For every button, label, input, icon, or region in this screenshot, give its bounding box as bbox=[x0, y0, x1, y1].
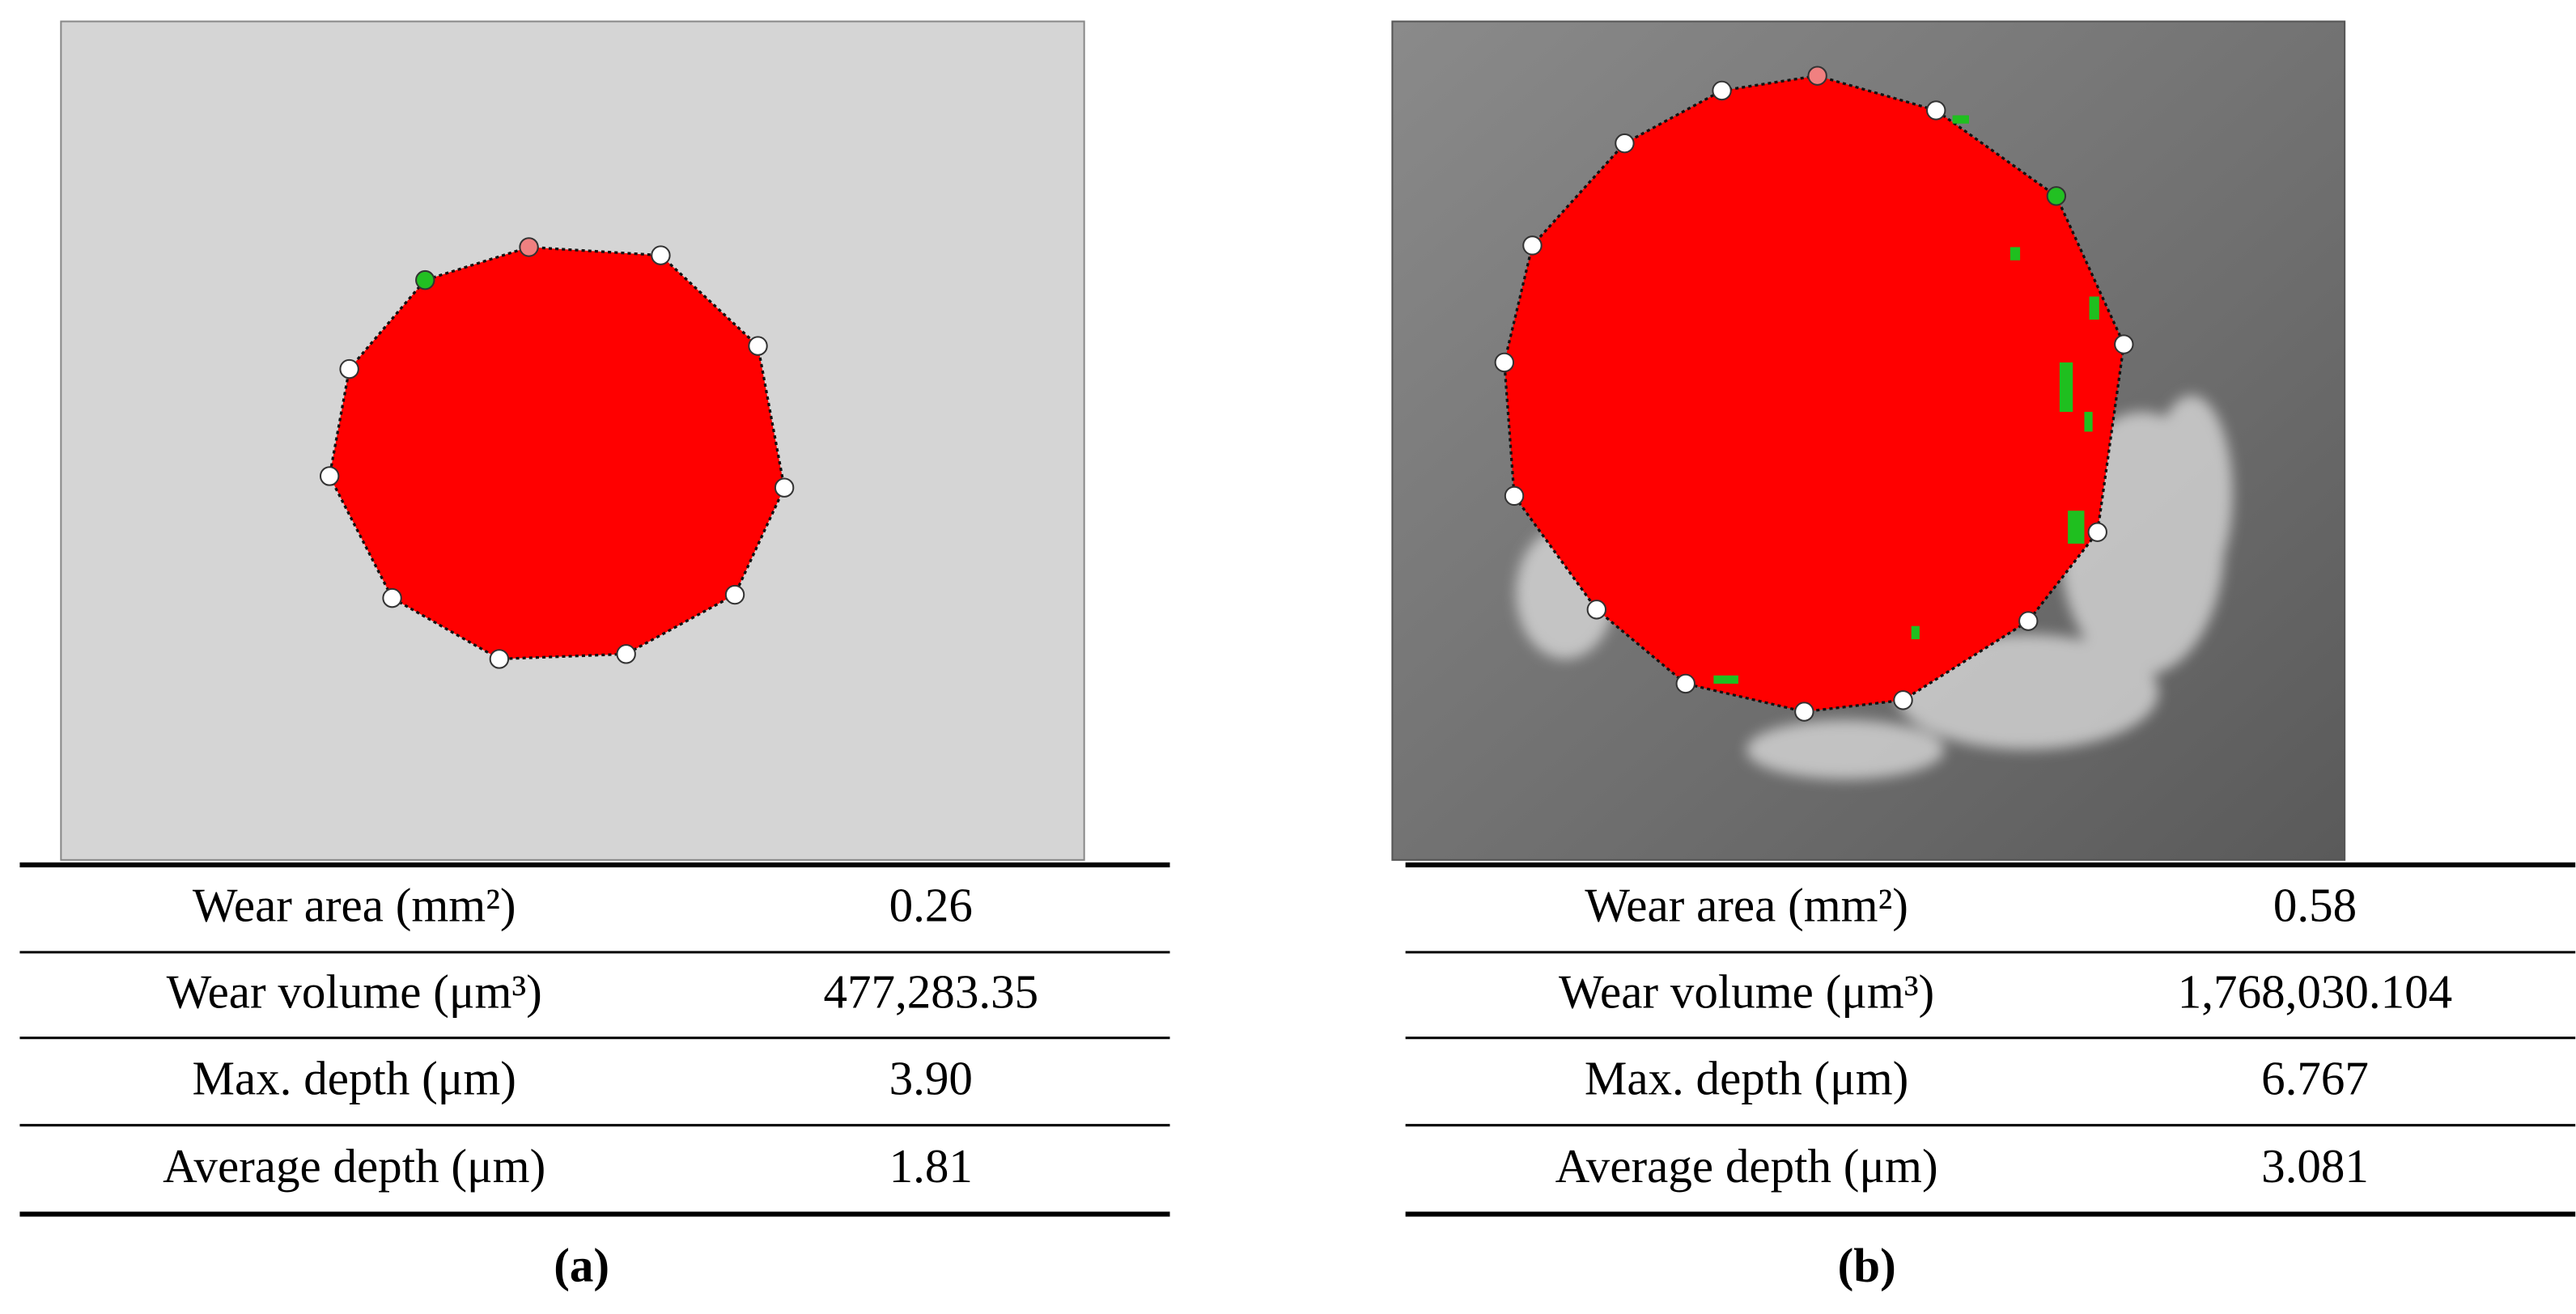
row-label: Average depth (μm) bbox=[163, 1139, 545, 1193]
row-value: 6.767 bbox=[2261, 1051, 2369, 1104]
control-point bbox=[1712, 80, 1732, 101]
control-point bbox=[774, 477, 795, 498]
control-point bbox=[2114, 334, 2134, 354]
wear-debris bbox=[1516, 395, 2233, 780]
row-label: Wear area (mm²) bbox=[193, 878, 516, 931]
green-speck bbox=[1952, 115, 1969, 124]
control-point bbox=[748, 336, 768, 356]
control-point bbox=[339, 358, 359, 379]
control-point bbox=[1494, 352, 1515, 373]
row-label: Wear area (mm²) bbox=[1585, 878, 1908, 931]
control-point bbox=[1926, 100, 1946, 121]
green-speck bbox=[1713, 675, 1738, 684]
green-speck bbox=[1911, 625, 1920, 640]
control-point bbox=[1586, 600, 1607, 620]
green-speck bbox=[2068, 511, 2085, 544]
control-point bbox=[651, 245, 671, 265]
green-speck bbox=[2089, 296, 2099, 320]
row-label: Max. depth (μm) bbox=[1585, 1051, 1908, 1104]
control-point bbox=[1522, 235, 1543, 256]
control-point bbox=[616, 644, 636, 664]
control-point bbox=[1893, 690, 1913, 710]
row-label: Average depth (μm) bbox=[1555, 1139, 1938, 1193]
wear-region bbox=[329, 247, 785, 659]
row-value: 1,768,030.104 bbox=[2178, 964, 2452, 1018]
control-point bbox=[1504, 485, 1525, 507]
control-point bbox=[1675, 673, 1695, 694]
row-label: Wear volume (μm³) bbox=[167, 964, 542, 1018]
panel-caption: (b) bbox=[1838, 1238, 1896, 1291]
wear-region bbox=[1504, 75, 2124, 712]
green-speck bbox=[2084, 412, 2093, 432]
row-value: 3.90 bbox=[889, 1051, 973, 1104]
control-point bbox=[2018, 611, 2039, 631]
control-point bbox=[1794, 702, 1814, 722]
control-point bbox=[1615, 133, 1635, 154]
row-value: 1.81 bbox=[889, 1139, 973, 1193]
row-value: 0.26 bbox=[889, 878, 973, 931]
control-point bbox=[519, 237, 539, 257]
control-point bbox=[2087, 522, 2107, 542]
control-point bbox=[382, 587, 402, 608]
control-point bbox=[489, 649, 510, 669]
green-speck bbox=[2009, 247, 2021, 261]
wear-outline bbox=[328, 245, 786, 661]
row-label: Max. depth (μm) bbox=[192, 1051, 516, 1104]
row-label: Wear volume (μm³) bbox=[1559, 964, 1934, 1018]
control-point bbox=[724, 584, 745, 605]
control-point bbox=[415, 269, 435, 290]
green-speck bbox=[2059, 362, 2073, 413]
control-point bbox=[1807, 66, 1827, 86]
panel-caption: (a) bbox=[554, 1238, 609, 1291]
control-point bbox=[319, 466, 340, 486]
row-value: 3.081 bbox=[2261, 1139, 2369, 1193]
row-value: 477,283.35 bbox=[823, 964, 1038, 1018]
row-value: 0.58 bbox=[2273, 878, 2357, 931]
control-point bbox=[2046, 186, 2067, 206]
